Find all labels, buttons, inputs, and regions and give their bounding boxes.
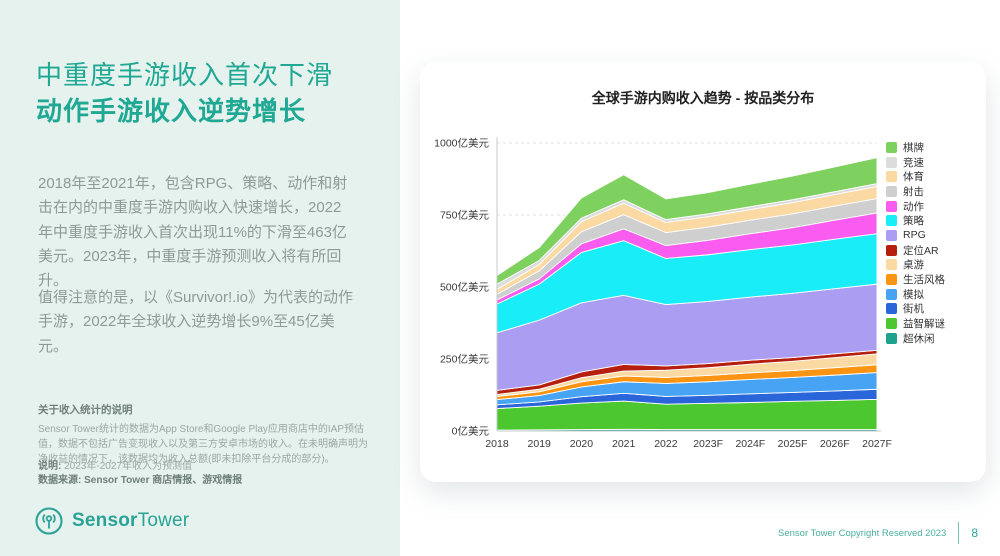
legend-label: 棋牌 <box>903 141 924 154</box>
forecast-note-label: 说明: <box>38 461 62 472</box>
page-title-line1: 中重度手游收入首次下滑 <box>36 60 334 90</box>
x-axis-tick-label: 2025F <box>778 438 808 450</box>
legend-label: 生活风格 <box>903 274 945 287</box>
data-source-line: 数据来源: Sensor Tower 商店情报、游戏情报 <box>38 475 243 486</box>
y-axis-tick-label: 1000亿美元 <box>434 137 489 150</box>
page-footer: Sensor Tower Copyright Reserved 2023 8 <box>778 522 984 544</box>
forecast-note: 说明: 2023年-2027年收入为预测值 <box>38 457 192 472</box>
sidebar: 中重度手游收入首次下滑 动作手游收入逆势增长 2018年至2021年，包含RPG… <box>0 0 400 556</box>
legend-label: 体育 <box>903 171 924 184</box>
x-axis-tick-label: 2018 <box>485 438 509 450</box>
y-axis-tick-label: 0亿美元 <box>452 425 490 438</box>
legend-item: 街机 <box>886 302 945 317</box>
legend-item: 竞速 <box>886 155 945 170</box>
legend-item: 模拟 <box>886 287 945 302</box>
legend-swatch <box>886 171 897 183</box>
legend-item: 射击 <box>886 184 945 199</box>
chart-card: 全球手游内购收入趋势 - 按品类分布 0亿美元 250亿美元 500亿美元 750亿美… <box>420 62 986 482</box>
x-axis-tick-label: 2026F <box>820 438 850 450</box>
legend-swatch <box>886 303 897 315</box>
revenue-note-body: Sensor Tower统计的数据为App Store和Google Play应… <box>38 424 368 465</box>
legend-item: RPG <box>886 228 945 243</box>
legend-label: 超休闲 <box>903 332 935 345</box>
legend-label: 动作 <box>903 200 924 213</box>
x-axis-tick-label: 2027F <box>862 438 892 450</box>
body-paragraph-2: 值得注意的是，以《Survivor!.io》为代表的动作手游，2022年全球收入… <box>38 289 354 355</box>
y-axis-tick-label: 750亿美元 <box>440 209 490 222</box>
sensor-tower-logo-text: SensorTower <box>72 510 189 532</box>
y-axis-tick-label: 500亿美元 <box>440 281 490 294</box>
chart-legend: 棋牌竞速体育 射击动作策略 RPG 定位AR 桌游生活风格 模拟街机益智解谜 超休闲 <box>886 140 945 346</box>
legend-item: 桌游 <box>886 258 945 273</box>
x-axis-tick-label: 2024F <box>735 438 765 450</box>
legend-item: 策略 <box>886 213 945 228</box>
revenue-note-title: 关于收入统计的说明 <box>38 404 133 416</box>
forecast-note-value: 2023年-2027年收入为预测值 <box>61 461 192 472</box>
legend-swatch <box>886 200 897 212</box>
legend-swatch <box>886 318 897 330</box>
page-number: 8 <box>971 526 978 540</box>
x-axis-tick-label: 2019 <box>528 438 552 450</box>
legend-swatch <box>886 259 897 271</box>
body-paragraph-1: 2018年至2021年，包含RPG、策略、动作和射击在内的中重度手游内购收入快速… <box>38 175 348 290</box>
revenue-area-chart: 0亿美元 250亿美元 500亿美元 750亿美元 1000亿美元 2018 2019 202… <box>434 137 892 450</box>
footer-divider <box>958 522 960 544</box>
legend-item: 动作 <box>886 199 945 214</box>
sensor-tower-logo: SensorTower <box>34 506 189 536</box>
x-axis-tick-label: 2023F <box>693 438 723 450</box>
legend-label: 模拟 <box>903 288 924 301</box>
legend-swatch <box>886 185 897 197</box>
area-series-棋牌 <box>496 157 878 285</box>
logo-word-tower: Tower <box>137 510 190 531</box>
legend-swatch <box>886 332 897 344</box>
y-axis-tick-label: 250亿美元 <box>440 353 490 366</box>
legend-label: 策略 <box>903 215 924 228</box>
chart-title: 全球手游内购收入趋势 - 按品类分布 <box>591 90 815 106</box>
legend-item: 生活风格 <box>886 272 945 287</box>
legend-item: 定位AR <box>886 243 945 258</box>
legend-swatch <box>886 141 897 153</box>
legend-label: RPG <box>903 229 926 242</box>
legend-item: 体育 <box>886 169 945 184</box>
page-title: 中重度手游收入首次下滑 动作手游收入逆势增长 <box>36 58 333 130</box>
legend-label: 桌游 <box>903 259 924 272</box>
legend-item: 超休闲 <box>886 331 945 346</box>
legend-item: 棋牌 <box>886 140 945 155</box>
legend-swatch <box>886 229 897 241</box>
legend-label: 竞速 <box>903 156 924 169</box>
legend-swatch <box>886 215 897 227</box>
page-title-line2: 动作手游收入逆势增长 <box>36 95 307 126</box>
x-axis-tick-label: 2020 <box>570 438 594 450</box>
revenue-note: 关于收入统计的说明 Sensor Tower统计的数据为App Store和Go… <box>38 402 370 467</box>
sensor-tower-logo-icon <box>35 507 63 535</box>
legend-swatch <box>886 156 897 168</box>
legend-label: 益智解谜 <box>903 318 945 331</box>
legend-item: 益智解谜 <box>886 316 945 331</box>
legend-label: 定位AR <box>903 244 939 257</box>
legend-label: 射击 <box>903 185 924 198</box>
x-axis-tick-label: 2022 <box>654 438 678 450</box>
legend-label: 街机 <box>903 303 924 316</box>
x-axis-tick-label: 2021 <box>612 438 636 450</box>
logo-word-sensor: Sensor <box>72 510 138 531</box>
legend-swatch <box>886 288 897 300</box>
legend-swatch <box>886 274 897 286</box>
legend-swatch <box>886 244 897 256</box>
copyright-text: Sensor Tower Copyright Reserved 2023 <box>778 527 947 539</box>
